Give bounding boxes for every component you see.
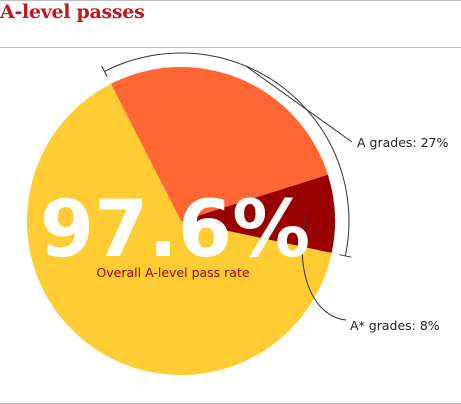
headline-pass-rate: 97.6% [40, 185, 311, 275]
header-bottom-rule [0, 47, 461, 48]
annotation-tick-start [101, 65, 108, 78]
leader-line-a-grades [245, 65, 353, 143]
label-a-grades: A grades: 27% [357, 135, 448, 150]
pie-slice-a-grades [110, 67, 328, 221]
leader-line-a-star-grades [301, 214, 347, 321]
annotation-tick-end [339, 254, 352, 258]
pie-slice-a-grades [181, 174, 335, 254]
label-a-star-grades: A* grades: 8% [350, 318, 440, 333]
page-title: A-level passes [0, 1, 145, 23]
pie-slice-other-passes [26, 83, 332, 376]
headline-caption: Overall A-level pass rate [96, 265, 249, 280]
annotation-bracket-arc [104, 52, 350, 257]
header-top-rule [0, 0, 461, 1]
